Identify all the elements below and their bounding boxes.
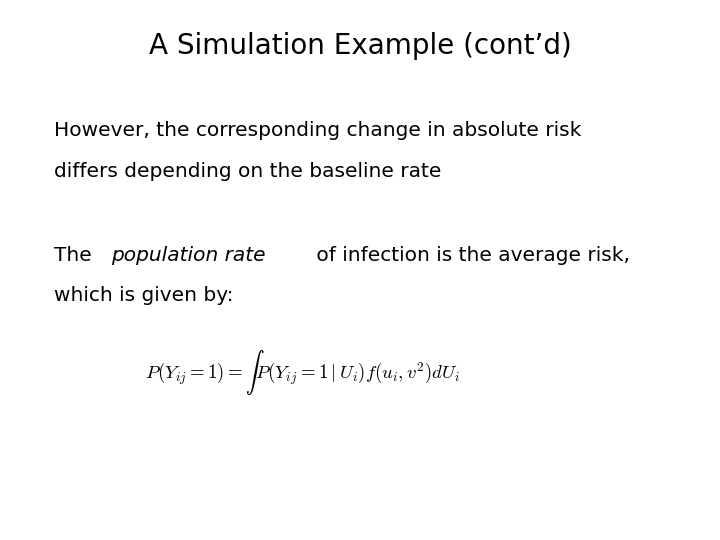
- Text: population rate: population rate: [111, 246, 266, 265]
- Text: of infection is the average risk,: of infection is the average risk,: [310, 246, 630, 265]
- Text: However, the corresponding change in absolute risk: However, the corresponding change in abs…: [54, 122, 581, 140]
- Text: which is given by:: which is given by:: [54, 286, 233, 305]
- Text: $P(Y_{ij} = 1) = \int P(Y_{ij} = 1 \mid U_i)f(u_i, v^2)dU_i$: $P(Y_{ij} = 1) = \int P(Y_{ij} = 1 \mid …: [145, 348, 460, 397]
- Text: differs depending on the baseline rate: differs depending on the baseline rate: [54, 162, 441, 181]
- Text: The: The: [54, 246, 98, 265]
- Text: A Simulation Example (cont’d): A Simulation Example (cont’d): [148, 32, 572, 60]
